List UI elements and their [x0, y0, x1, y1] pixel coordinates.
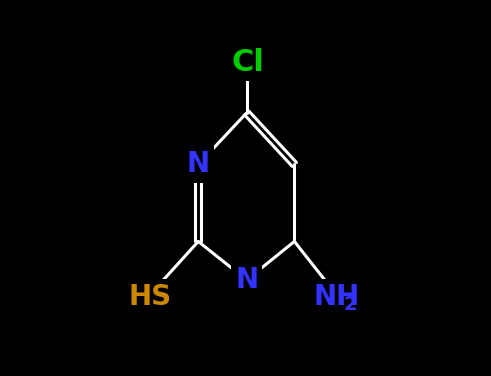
Text: N: N — [187, 150, 210, 179]
Text: N: N — [235, 266, 258, 294]
Text: 2: 2 — [343, 295, 356, 314]
Text: NH: NH — [314, 283, 360, 311]
Text: HS: HS — [129, 283, 171, 311]
Text: Cl: Cl — [232, 48, 265, 77]
